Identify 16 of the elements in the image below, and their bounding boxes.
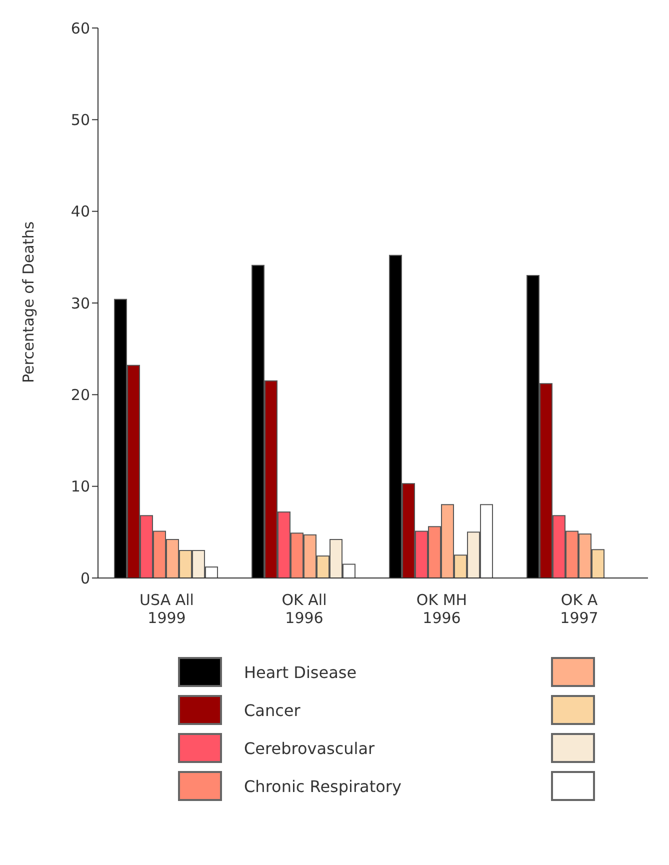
y-tick-label: 30 xyxy=(70,294,90,312)
y-tick-label: 10 xyxy=(70,478,90,496)
x-tick-label: OK All 1996 xyxy=(282,591,327,627)
y-tick-label: 40 xyxy=(70,202,90,221)
y-tick-label: 60 xyxy=(70,19,90,38)
legend-label: Chronic Respiratory xyxy=(244,776,402,796)
legend-label: Cerebrovascular xyxy=(244,738,375,758)
legend-label: Cancer xyxy=(244,700,300,720)
x-tick-label: OK MH 1996 xyxy=(416,591,468,627)
y-tick-label: 0 xyxy=(80,569,90,588)
legend-label: Heart Disease xyxy=(244,662,357,682)
y-tick-label: 20 xyxy=(70,386,90,404)
y-axis-title: Percentage of Deaths xyxy=(19,221,38,383)
x-tick-label: USA All 1999 xyxy=(140,591,194,627)
y-tick-label: 50 xyxy=(70,110,90,129)
x-tick-label: OK A 1997 xyxy=(560,591,598,627)
